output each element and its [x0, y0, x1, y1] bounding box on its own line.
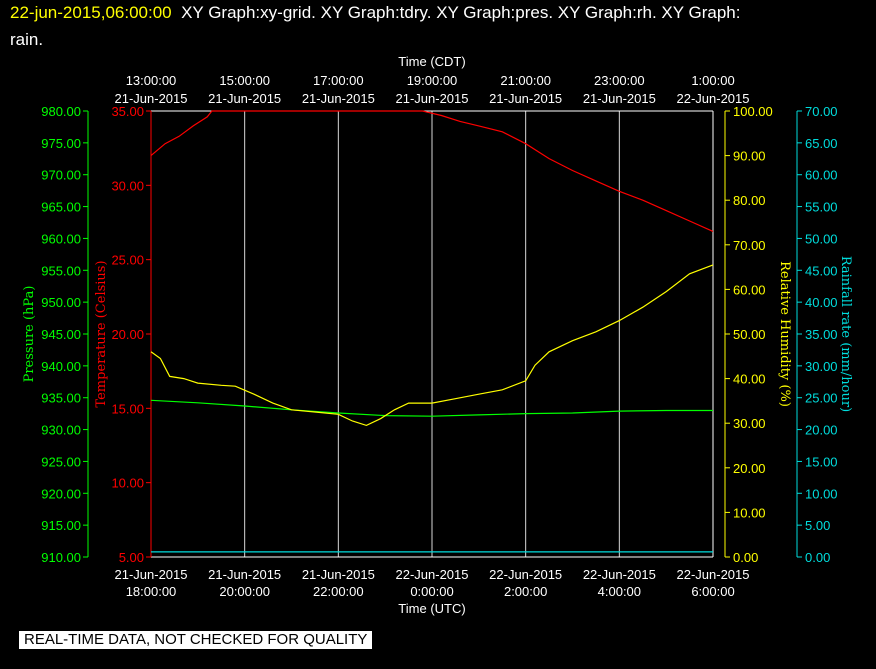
rainfall-tick-label: 55.00: [805, 200, 838, 215]
title-timestamp: 22-jun-2015,06:00:00: [10, 3, 172, 22]
x-top-tick-time: 13:00:00: [126, 73, 177, 88]
rainfall-tick-label: 10.00: [805, 486, 838, 501]
x-bottom-tick-time: 18:00:00: [126, 584, 177, 599]
relative-humidity-series-line: [150, 264, 714, 427]
x-top-tick-time: 15:00:00: [219, 73, 270, 88]
pressure-tick-label: 920.00: [41, 486, 81, 501]
temperature-tick-label: 5.00: [119, 550, 144, 565]
rainfall-tick-label: 20.00: [805, 423, 838, 438]
humidity-tick-label: 20.00: [733, 461, 766, 476]
x-top-axis-title: Time (CDT): [398, 54, 465, 69]
pressure-axis-title: Pressure (hPa): [22, 286, 37, 383]
temperature-tick-label: 10.00: [111, 476, 144, 491]
chart-title: 22-jun-2015,06:00:00 XY Graph:xy-grid. X…: [10, 3, 740, 23]
humidity-tick-label: 80.00: [733, 193, 766, 208]
humidity-tick-label: 60.00: [733, 282, 766, 297]
pressure-tick-label: 945.00: [41, 327, 81, 342]
rainfall-tick-label: 70.00: [805, 104, 838, 119]
rainfall-tick-label: 15.00: [805, 454, 838, 469]
rainfall-tick-label: 35.00: [805, 327, 838, 342]
pressure-tick-label: 935.00: [41, 391, 81, 406]
humidity-tick-label: 90.00: [733, 149, 766, 164]
humidity-tick-label: 50.00: [733, 327, 766, 342]
temperature-axis-title: Temperature (Celsius): [94, 260, 109, 407]
pressure-tick-label: 930.00: [41, 423, 81, 438]
x-top-tick-time: 17:00:00: [313, 73, 364, 88]
x-top-tick-date: 21-Jun-2015: [208, 91, 281, 106]
pressure-tick-label: 960.00: [41, 231, 81, 246]
x-top-tick-time: 23:00:00: [594, 73, 645, 88]
pressure-tick-label: 910.00: [41, 550, 81, 565]
rainfall-tick-label: 5.00: [805, 518, 830, 533]
x-bottom-tick-date: 22-Jun-2015: [583, 567, 656, 582]
temperature-tick-label: 35.00: [111, 104, 144, 119]
rainfall-tick-label: 50.00: [805, 231, 838, 246]
pressure-tick-label: 940.00: [41, 359, 81, 374]
x-bottom-tick-date: 21-Jun-2015: [208, 567, 281, 582]
rainfall-axis-title: Rainfall rate (mm/hour): [838, 256, 853, 412]
temperature-tick-label: 20.00: [111, 327, 144, 342]
pressure-tick-label: 955.00: [41, 263, 81, 278]
title-graph-list: XY Graph:xy-grid. XY Graph:tdry. XY Grap…: [181, 3, 741, 22]
pressure-tick-label: 915.00: [41, 518, 81, 533]
x-top-tick-date: 21-Jun-2015: [489, 91, 562, 106]
humidity-tick-label: 100.00: [733, 104, 773, 119]
pressure-tick-label: 950.00: [41, 295, 81, 310]
x-bottom-tick-time: 2:00:00: [504, 584, 547, 599]
humidity-axis-title: Relative Humidity (%): [777, 261, 792, 407]
x-bottom-tick-date: 22-Jun-2015: [489, 567, 562, 582]
rainfall-tick-label: 60.00: [805, 168, 838, 183]
x-bottom-tick-time: 4:00:00: [598, 584, 641, 599]
x-bottom-tick-time: 20:00:00: [219, 584, 270, 599]
x-top-tick-date: 21-Jun-2015: [396, 91, 469, 106]
humidity-tick-label: 40.00: [733, 372, 766, 387]
rainfall-tick-label: 30.00: [805, 359, 838, 374]
x-top-tick-date: 22-Jun-2015: [677, 91, 750, 106]
x-top-tick-time: 21:00:00: [500, 73, 551, 88]
pressure-tick-label: 975.00: [41, 136, 81, 151]
pressure-tick-label: 980.00: [41, 104, 81, 119]
temperature-tick-label: 15.00: [111, 401, 144, 416]
rainfall-tick-label: 45.00: [805, 263, 838, 278]
rainfall-tick-label: 0.00: [805, 550, 830, 565]
x-top-tick-date: 21-Jun-2015: [302, 91, 375, 106]
pressure-series-line: [150, 399, 713, 417]
temperature-tick-label: 25.00: [111, 253, 144, 268]
x-top-tick-date: 21-Jun-2015: [583, 91, 656, 106]
pressure-tick-label: 970.00: [41, 168, 81, 183]
rainfall-tick-label: 40.00: [805, 295, 838, 310]
x-top-tick-date: 21-Jun-2015: [115, 91, 188, 106]
chart-title-continued: rain.: [10, 30, 44, 49]
x-bottom-tick-date: 21-Jun-2015: [115, 567, 188, 582]
humidity-tick-label: 0.00: [733, 550, 758, 565]
x-bottom-tick-date: 22-Jun-2015: [396, 567, 469, 582]
rainfall-tick-label: 25.00: [805, 391, 838, 406]
x-bottom-tick-date: 22-Jun-2015: [677, 567, 750, 582]
x-bottom-tick-time: 0:00:00: [410, 584, 453, 599]
quality-notice: REAL-TIME DATA, NOT CHECKED FOR QUALITY: [19, 631, 373, 649]
x-bottom-tick-time: 22:00:00: [313, 584, 364, 599]
x-top-tick-time: 1:00:00: [691, 73, 734, 88]
rainfall-tick-label: 65.00: [805, 136, 838, 151]
humidity-tick-label: 30.00: [733, 416, 766, 431]
x-bottom-tick-date: 21-Jun-2015: [302, 567, 375, 582]
pressure-tick-label: 965.00: [41, 200, 81, 215]
x-top-tick-time: 19:00:00: [407, 73, 458, 88]
humidity-tick-label: 70.00: [733, 238, 766, 253]
temperature-series-line: [150, 110, 714, 232]
x-bottom-axis-title: Time (UTC): [398, 601, 465, 616]
humidity-tick-label: 10.00: [733, 505, 766, 520]
pressure-tick-label: 925.00: [41, 454, 81, 469]
x-bottom-tick-time: 6:00:00: [691, 584, 734, 599]
temperature-tick-label: 30.00: [111, 178, 144, 193]
